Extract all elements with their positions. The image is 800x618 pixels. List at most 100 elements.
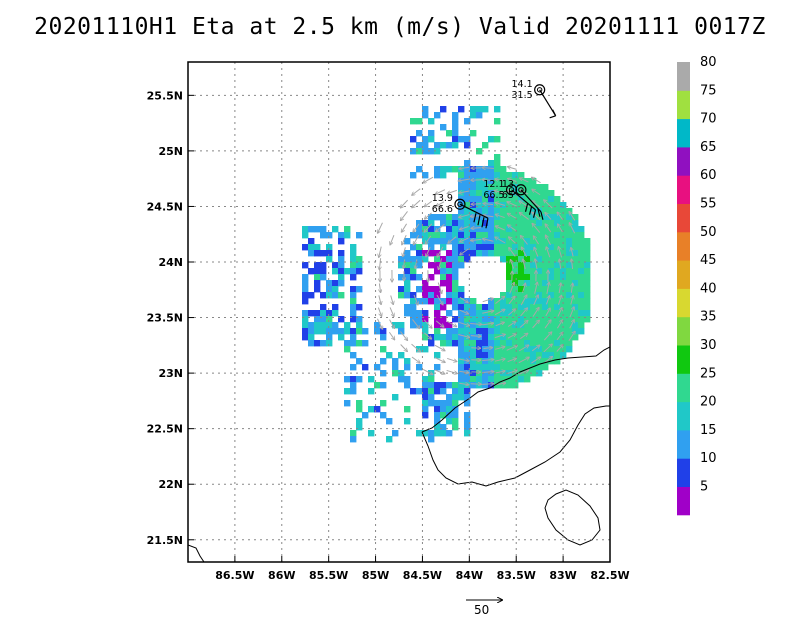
wind-speed-cell [404, 262, 411, 269]
wind-speed-cell [410, 292, 417, 299]
wind-vector [521, 247, 528, 258]
wind-vector [447, 189, 457, 193]
wind-vector [459, 214, 470, 218]
wind-vector [507, 358, 517, 363]
wind-speed-cell [530, 358, 537, 365]
wind-speed-cell [584, 262, 591, 269]
station-circle [534, 84, 546, 96]
wind-speed-cell [506, 220, 513, 227]
wind-speed-cell [518, 202, 525, 209]
wind-vector [495, 203, 505, 206]
wind-speed-cell [458, 370, 465, 377]
wind-speed-cell [434, 256, 441, 263]
wind-speed-cell [446, 166, 453, 173]
wind-speed-cell [536, 328, 543, 335]
wind-speed-cell [494, 304, 501, 311]
wind-speed-cell [488, 172, 495, 179]
wind-vector [412, 319, 419, 328]
wind-speed-cell [356, 418, 363, 425]
wind-speed-cell [452, 124, 459, 131]
wind-speed-cell [326, 328, 333, 335]
wind-speed-cell [404, 256, 411, 263]
wind-speed-cell [572, 268, 579, 275]
wind-speed-cell [434, 388, 441, 395]
wind-speed-cell [518, 244, 525, 251]
wind-speed-cell [482, 364, 489, 371]
wind-speed-cell [566, 316, 573, 323]
wind-speed-cell [518, 310, 525, 317]
wind-speed-cell [476, 352, 483, 359]
wind-speed-cell [470, 328, 477, 335]
wind-speed-cell [506, 256, 513, 263]
colorbar: 5 10 15 20 25 30 35 40 45 50 55 60 65 70 75 80 [677, 55, 717, 516]
wind-speed-cell [464, 244, 471, 251]
wind-vector [519, 370, 529, 375]
station-circle [454, 198, 466, 210]
wind-speed-cell [326, 232, 333, 239]
wind-speed-cell [470, 130, 477, 137]
wind-speed-cell [440, 340, 447, 347]
wind-speed-cell [554, 328, 561, 335]
wind-speed-cell [578, 304, 585, 311]
wind-vector [520, 333, 527, 340]
wind-speed-cell [380, 370, 387, 377]
wind-vector [558, 224, 563, 233]
wind-speed-cell [476, 178, 483, 185]
wind-speed-cell [350, 328, 357, 335]
wind-speed-cell [500, 208, 507, 215]
wind-speed-cell [476, 184, 483, 191]
wind-speed-cell [416, 316, 423, 323]
wind-speed-cell [530, 298, 537, 305]
colorbar-swatch [677, 345, 690, 374]
wind-speed-cell [512, 322, 519, 329]
wind-speed-cell [314, 268, 321, 275]
wind-speed-cell [446, 214, 453, 221]
wind-speed-cell [320, 328, 327, 335]
wind-vector [459, 371, 469, 373]
wind-speed-cell [464, 418, 471, 425]
wind-speed-cell [464, 232, 471, 239]
wind-vector [411, 343, 421, 352]
wind-speed-cell [584, 310, 591, 317]
wind-speed-cell [314, 310, 321, 317]
wind-speed-cell [578, 322, 585, 329]
wind-speed-cell [536, 220, 543, 227]
wind-speed-cell [488, 232, 495, 239]
wind-vector [471, 239, 482, 240]
wind-speed-cell [488, 220, 495, 227]
wind-speed-cell [524, 214, 531, 221]
wind-speed-cell [554, 220, 561, 227]
wind-speed-cell [560, 298, 567, 305]
wind-speed-cell [512, 376, 519, 383]
colorbar-label: 40 [700, 281, 717, 296]
wind-speed-cell [314, 328, 321, 335]
wind-speed-cell [476, 310, 483, 317]
wind-speed-cell [356, 358, 363, 365]
wind-vector [400, 199, 408, 208]
wind-speed-cell [410, 298, 417, 305]
wind-speed-cell [572, 256, 579, 263]
wind-speed-cell [308, 226, 315, 233]
wind-speed-cell [524, 238, 531, 245]
wind-vector [508, 296, 515, 305]
wind-vector [556, 344, 563, 352]
wind-speed-cell [536, 226, 543, 233]
wind-speed-cell [566, 274, 573, 281]
wind-speed-cell [524, 280, 531, 287]
wind-speed-cell [422, 172, 429, 179]
wind-speed-cell [398, 274, 405, 281]
wind-speed-cell [512, 238, 519, 245]
wind-speed-cell [416, 220, 423, 227]
wind-speed-cell [494, 382, 501, 389]
wind-speed-cell [500, 238, 507, 245]
wind-speed-cell [494, 160, 501, 167]
wind-vector [412, 199, 421, 208]
wind-speed-cell [326, 322, 333, 329]
wind-speed-cell [566, 250, 573, 257]
wind-speed-cell [470, 382, 477, 389]
wind-speed-cell [452, 334, 459, 341]
wind-speed-cell [476, 202, 483, 209]
wind-vector [534, 247, 539, 257]
colorbar-label: 70 [700, 112, 717, 127]
wind-speed-cell [344, 226, 351, 233]
